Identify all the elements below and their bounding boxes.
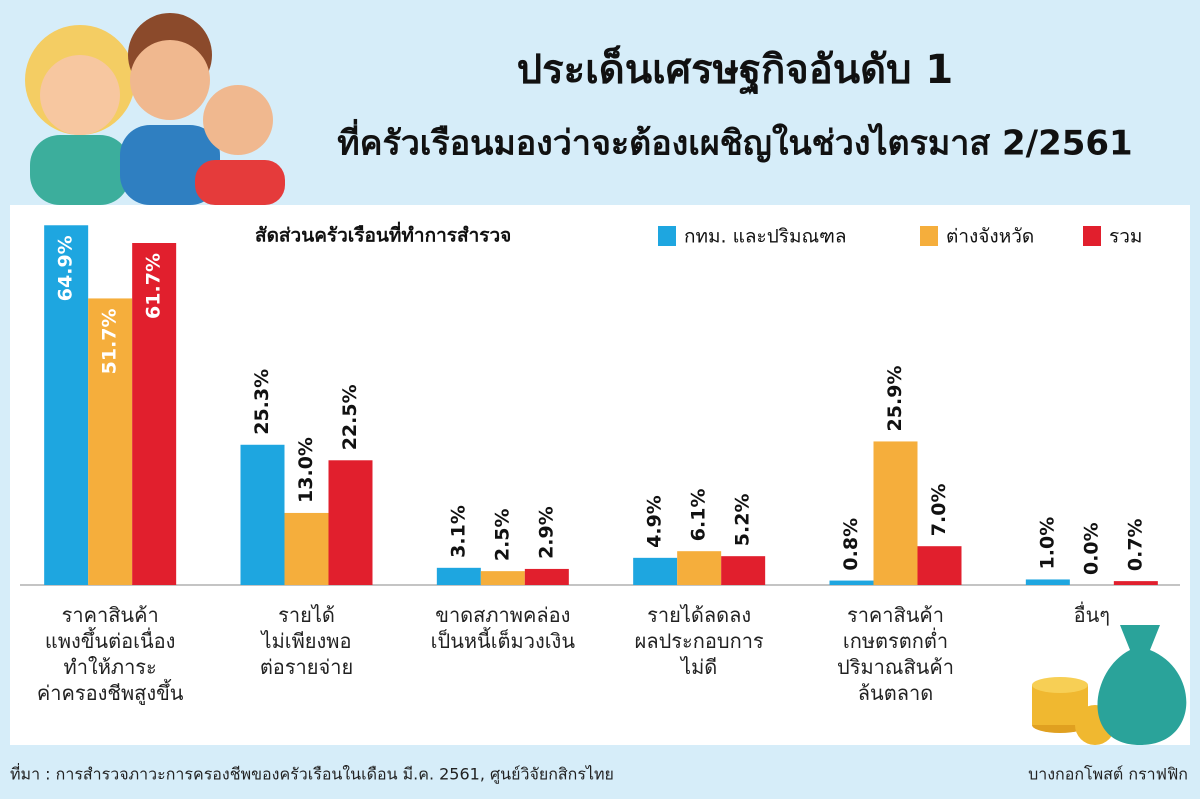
value-label: 7.0% (928, 483, 950, 536)
value-label: 13.0% (295, 437, 317, 503)
value-label: 4.9% (644, 495, 666, 548)
bar (284, 512, 329, 585)
value-label: 6.1% (688, 488, 710, 541)
x-tick-label: ราคาสินค้า แพงขึ้นต่อเนื่อง ทำให้ภาระ ค่… (36, 603, 184, 705)
value-label: 1.0% (1036, 517, 1058, 570)
bar (88, 298, 133, 585)
value-label: 51.7% (99, 308, 121, 374)
legend-title: สัดส่วนครัวเรือนที่ทำการสำรวจ (255, 222, 511, 247)
bar (917, 546, 962, 585)
value-label: 22.5% (339, 384, 361, 450)
legend-swatch (1083, 226, 1101, 246)
x-tick-label: รายได้ ไม่เพียงพอ ต่อรายจ่าย (259, 603, 354, 679)
value-label: 25.3% (251, 369, 273, 435)
bar (132, 243, 177, 585)
chart-subtitle: ที่ครัวเรือนมองว่าจะต้องเผชิญในช่วงไตรมา… (337, 119, 1132, 164)
bar (1025, 579, 1070, 585)
chart-title: ประเด็นเศรษฐกิจอันดับ 1 (517, 44, 953, 96)
value-label: 25.9% (884, 366, 906, 432)
family-illustration (25, 13, 285, 205)
legend-swatch (658, 226, 676, 246)
bar (328, 460, 373, 585)
value-label: 0.0% (1080, 522, 1102, 575)
legend-label: รวม (1109, 226, 1142, 248)
bar (677, 551, 722, 585)
value-label: 0.7% (1124, 518, 1146, 571)
value-label: 2.5% (491, 508, 513, 561)
source-note: ที่มา : การสำรวจภาวะการครองชีพของครัวเรื… (10, 763, 614, 785)
x-tick-label: รายได้ลดลง ผลประกอบการ ไม่ดี (634, 603, 764, 679)
value-label: 61.7% (143, 253, 165, 319)
bar (1113, 581, 1158, 585)
x-tick-label: ราคาสินค้า เกษตรตกต่ำ ปริมาณสินค้า ล้นตล… (837, 603, 954, 705)
value-label: 5.2% (732, 493, 754, 546)
value-label: 3.1% (447, 505, 469, 558)
credit: บางกอกโพสต์ กราฟฟิก (1028, 765, 1188, 784)
bar (480, 571, 525, 585)
bar (44, 225, 89, 586)
bar (240, 444, 285, 585)
bar (721, 556, 766, 585)
bar (436, 567, 481, 585)
bar (524, 568, 569, 585)
legend-swatch (920, 226, 938, 246)
x-tick-label: ขาดสภาพคล่อง เป็นหนี้เต็มวงเงิน (430, 603, 575, 653)
value-label: 0.8% (840, 518, 862, 571)
money-illustration (1032, 625, 1187, 745)
value-label: 64.9% (55, 235, 77, 301)
chart-panel (10, 205, 1190, 745)
value-label: 2.9% (535, 506, 557, 559)
bar (873, 441, 918, 585)
x-tick-label: อื่นๆ (1073, 603, 1111, 627)
bar (633, 557, 678, 585)
bar (829, 580, 874, 585)
legend-label: กทม. และปริมณฑล (684, 226, 847, 248)
legend-label: ต่างจังหวัด (946, 226, 1034, 248)
